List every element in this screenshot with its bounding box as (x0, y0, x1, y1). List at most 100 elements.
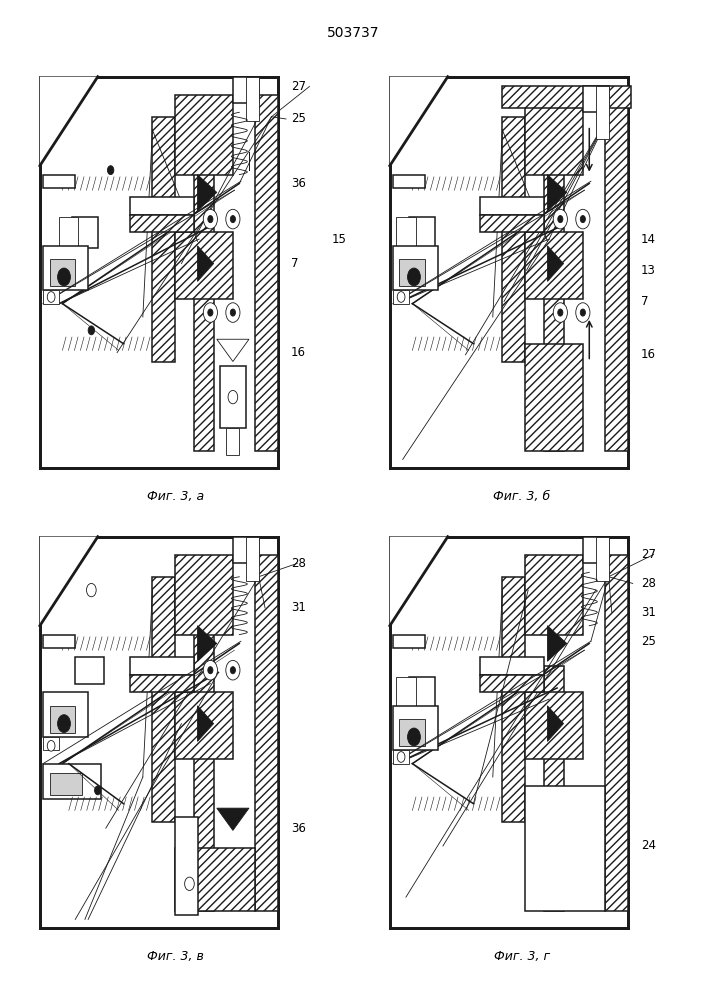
Bar (40, 77, 278, 468)
Bar (43, 246, 88, 290)
Text: 25: 25 (291, 112, 305, 125)
Circle shape (554, 303, 568, 322)
Bar (130, 657, 194, 675)
Circle shape (580, 309, 585, 316)
Polygon shape (547, 175, 567, 210)
Polygon shape (40, 77, 98, 166)
Bar (396, 217, 416, 248)
Text: Фиг. 3, в: Фиг. 3, в (147, 950, 204, 963)
Bar (525, 95, 583, 175)
Text: 7: 7 (641, 295, 648, 308)
Bar (396, 677, 416, 708)
Bar (525, 232, 583, 299)
Circle shape (47, 292, 55, 302)
Bar (480, 215, 544, 232)
Bar (233, 537, 259, 563)
Text: 36: 36 (291, 177, 305, 190)
Text: 13: 13 (641, 264, 655, 277)
Bar (399, 259, 425, 286)
Bar (480, 675, 544, 692)
Circle shape (230, 667, 235, 674)
Text: 24: 24 (641, 839, 656, 852)
Bar (605, 95, 628, 450)
Polygon shape (197, 626, 217, 661)
Circle shape (208, 309, 213, 316)
Text: Фиг. 3, а: Фиг. 3, а (147, 490, 204, 503)
Bar (49, 259, 75, 286)
Bar (43, 290, 59, 304)
Text: 31: 31 (291, 601, 305, 614)
Polygon shape (547, 626, 567, 661)
Circle shape (95, 786, 101, 795)
Bar (583, 537, 609, 563)
Circle shape (558, 216, 563, 223)
Bar (409, 217, 435, 248)
Circle shape (397, 292, 405, 302)
Text: 7: 7 (291, 257, 298, 270)
Bar (43, 175, 75, 188)
Circle shape (226, 209, 240, 229)
Bar (175, 554, 233, 635)
Circle shape (107, 166, 114, 175)
Bar (409, 677, 435, 708)
Bar (130, 197, 194, 215)
Bar (49, 706, 75, 732)
Text: Фиг. 3, б: Фиг. 3, б (493, 490, 550, 503)
Bar (43, 764, 101, 799)
Bar (75, 657, 104, 684)
Bar (43, 692, 88, 737)
Circle shape (208, 667, 213, 674)
Circle shape (407, 268, 421, 286)
Bar (399, 719, 425, 746)
Bar (175, 817, 197, 915)
Circle shape (554, 209, 568, 229)
Bar (255, 554, 278, 910)
Circle shape (204, 303, 218, 322)
Circle shape (397, 752, 405, 762)
Bar (544, 117, 563, 450)
Bar (246, 77, 259, 121)
Bar (43, 635, 75, 648)
Bar (390, 537, 628, 928)
Bar (194, 117, 214, 450)
Polygon shape (390, 77, 448, 166)
Bar (246, 537, 259, 581)
Bar (544, 666, 563, 910)
Polygon shape (547, 706, 563, 741)
Polygon shape (217, 339, 249, 361)
Circle shape (86, 583, 96, 597)
Bar (480, 197, 544, 215)
Bar (59, 217, 78, 248)
Circle shape (47, 741, 55, 751)
Bar (525, 786, 605, 910)
Text: 31: 31 (641, 606, 655, 619)
Bar (393, 635, 425, 648)
Bar (390, 77, 628, 468)
Circle shape (57, 715, 71, 732)
Bar (605, 554, 628, 910)
Text: 28: 28 (291, 557, 305, 570)
Bar (393, 706, 438, 750)
Bar (596, 537, 609, 581)
Polygon shape (40, 537, 98, 626)
Polygon shape (390, 537, 448, 626)
Bar (233, 77, 259, 103)
Bar (175, 848, 255, 910)
Bar (130, 675, 194, 692)
Bar (525, 692, 583, 759)
Circle shape (57, 268, 71, 286)
Circle shape (226, 303, 240, 322)
Bar (226, 428, 240, 455)
Bar (480, 657, 544, 675)
Bar (220, 366, 246, 428)
Text: 15: 15 (332, 233, 347, 246)
Bar (72, 217, 98, 248)
Circle shape (407, 728, 421, 746)
Bar (393, 175, 425, 188)
Circle shape (185, 877, 194, 890)
Circle shape (230, 216, 235, 223)
Polygon shape (547, 246, 563, 281)
Bar (175, 692, 233, 759)
Circle shape (228, 390, 238, 404)
Bar (525, 344, 583, 450)
